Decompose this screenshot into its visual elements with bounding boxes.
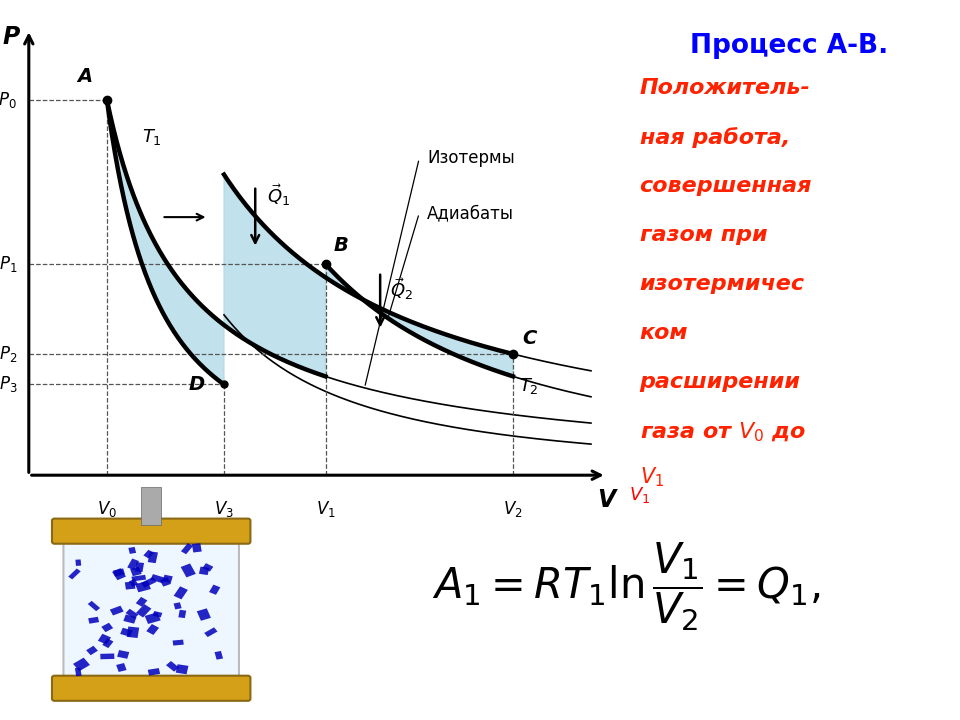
Text: $\vec{Q}_1$: $\vec{Q}_1$ [267, 182, 290, 208]
Bar [109, 606, 124, 616]
Bar [141, 487, 161, 525]
Bar [68, 569, 81, 580]
Bar [174, 586, 188, 599]
Bar [116, 663, 127, 672]
Bar [128, 559, 139, 570]
Bar [131, 567, 142, 576]
Bar [129, 547, 136, 554]
Text: Положитель-: Положитель- [639, 78, 810, 99]
Bar [160, 577, 171, 587]
Text: ная работа,: ная работа, [639, 127, 790, 148]
FancyBboxPatch shape [63, 536, 239, 681]
Bar [166, 661, 179, 672]
Text: $P_1$: $P_1$ [0, 254, 17, 274]
Text: A: A [78, 67, 93, 86]
Bar [126, 609, 138, 618]
Text: Процесс А-В.: Процесс А-В. [690, 33, 889, 59]
Text: Адиабаты: Адиабаты [427, 204, 514, 222]
Text: $P_0$: $P_0$ [0, 90, 17, 110]
Bar [180, 543, 193, 554]
Bar [174, 602, 181, 609]
Bar [145, 612, 160, 624]
Bar [214, 651, 223, 660]
Text: $V_1$: $V_1$ [629, 485, 650, 505]
Bar [113, 568, 125, 577]
Bar [88, 617, 99, 624]
Bar [148, 552, 158, 563]
Bar [143, 550, 154, 559]
Text: $T_2$: $T_2$ [519, 376, 539, 396]
Bar [86, 646, 98, 655]
FancyBboxPatch shape [52, 518, 251, 544]
Bar [179, 610, 186, 618]
Text: совершенная: совершенная [639, 176, 812, 197]
Bar [98, 634, 111, 644]
Text: расширении: расширении [639, 372, 801, 392]
Bar [103, 639, 113, 648]
Text: $V_1$: $V_1$ [639, 466, 663, 490]
Text: C: C [522, 329, 537, 348]
Bar [100, 654, 114, 660]
Bar [162, 575, 173, 583]
Bar [173, 639, 183, 646]
Bar [141, 577, 156, 588]
Bar [153, 611, 162, 618]
Text: B: B [333, 235, 348, 255]
Bar [123, 614, 136, 624]
Bar [76, 559, 82, 566]
Bar [129, 579, 138, 587]
Text: P: P [3, 25, 20, 49]
Bar [151, 574, 165, 583]
Bar [120, 628, 132, 636]
Polygon shape [107, 100, 513, 384]
Text: $P_3$: $P_3$ [0, 374, 17, 395]
Text: газом при: газом при [639, 225, 767, 246]
Bar [112, 568, 126, 580]
Text: Изотермы: Изотермы [427, 150, 515, 168]
Text: ком: ком [639, 323, 688, 343]
Bar [125, 581, 135, 590]
Bar [135, 562, 144, 572]
Bar [180, 564, 196, 577]
Text: $V_0$: $V_0$ [97, 499, 117, 518]
Bar [87, 601, 100, 611]
Bar [148, 668, 160, 675]
Text: D: D [188, 375, 204, 394]
Bar [199, 567, 209, 575]
Text: $V_1$: $V_1$ [316, 499, 335, 518]
Text: V: V [597, 488, 615, 512]
Text: газа от $V_0$ до: газа от $V_0$ до [639, 421, 805, 444]
Bar [197, 608, 211, 621]
Text: $\vec{Q}_2$: $\vec{Q}_2$ [390, 276, 413, 302]
Text: $V_2$: $V_2$ [503, 499, 522, 518]
Bar [127, 626, 139, 638]
Bar [176, 665, 188, 674]
Bar [135, 581, 151, 593]
Bar [136, 604, 152, 618]
Bar [135, 597, 147, 607]
Bar [117, 650, 130, 659]
Bar [75, 667, 82, 676]
Bar [204, 627, 218, 637]
Bar [73, 657, 90, 671]
Bar [102, 623, 113, 632]
Text: изотермичес: изотермичес [639, 274, 804, 294]
Bar [132, 575, 146, 582]
Text: $P_2$: $P_2$ [0, 344, 17, 364]
FancyBboxPatch shape [52, 675, 251, 701]
Text: $V_3$: $V_3$ [214, 499, 234, 518]
Bar [192, 543, 202, 552]
Text: $T_1$: $T_1$ [142, 127, 162, 147]
Bar [146, 624, 159, 635]
Bar [203, 563, 213, 572]
Bar [209, 585, 221, 595]
Text: $A_1 = RT_1\ln\dfrac{V_1}{V_2} = Q_1,$: $A_1 = RT_1\ln\dfrac{V_1}{V_2} = Q_1,$ [432, 541, 821, 634]
